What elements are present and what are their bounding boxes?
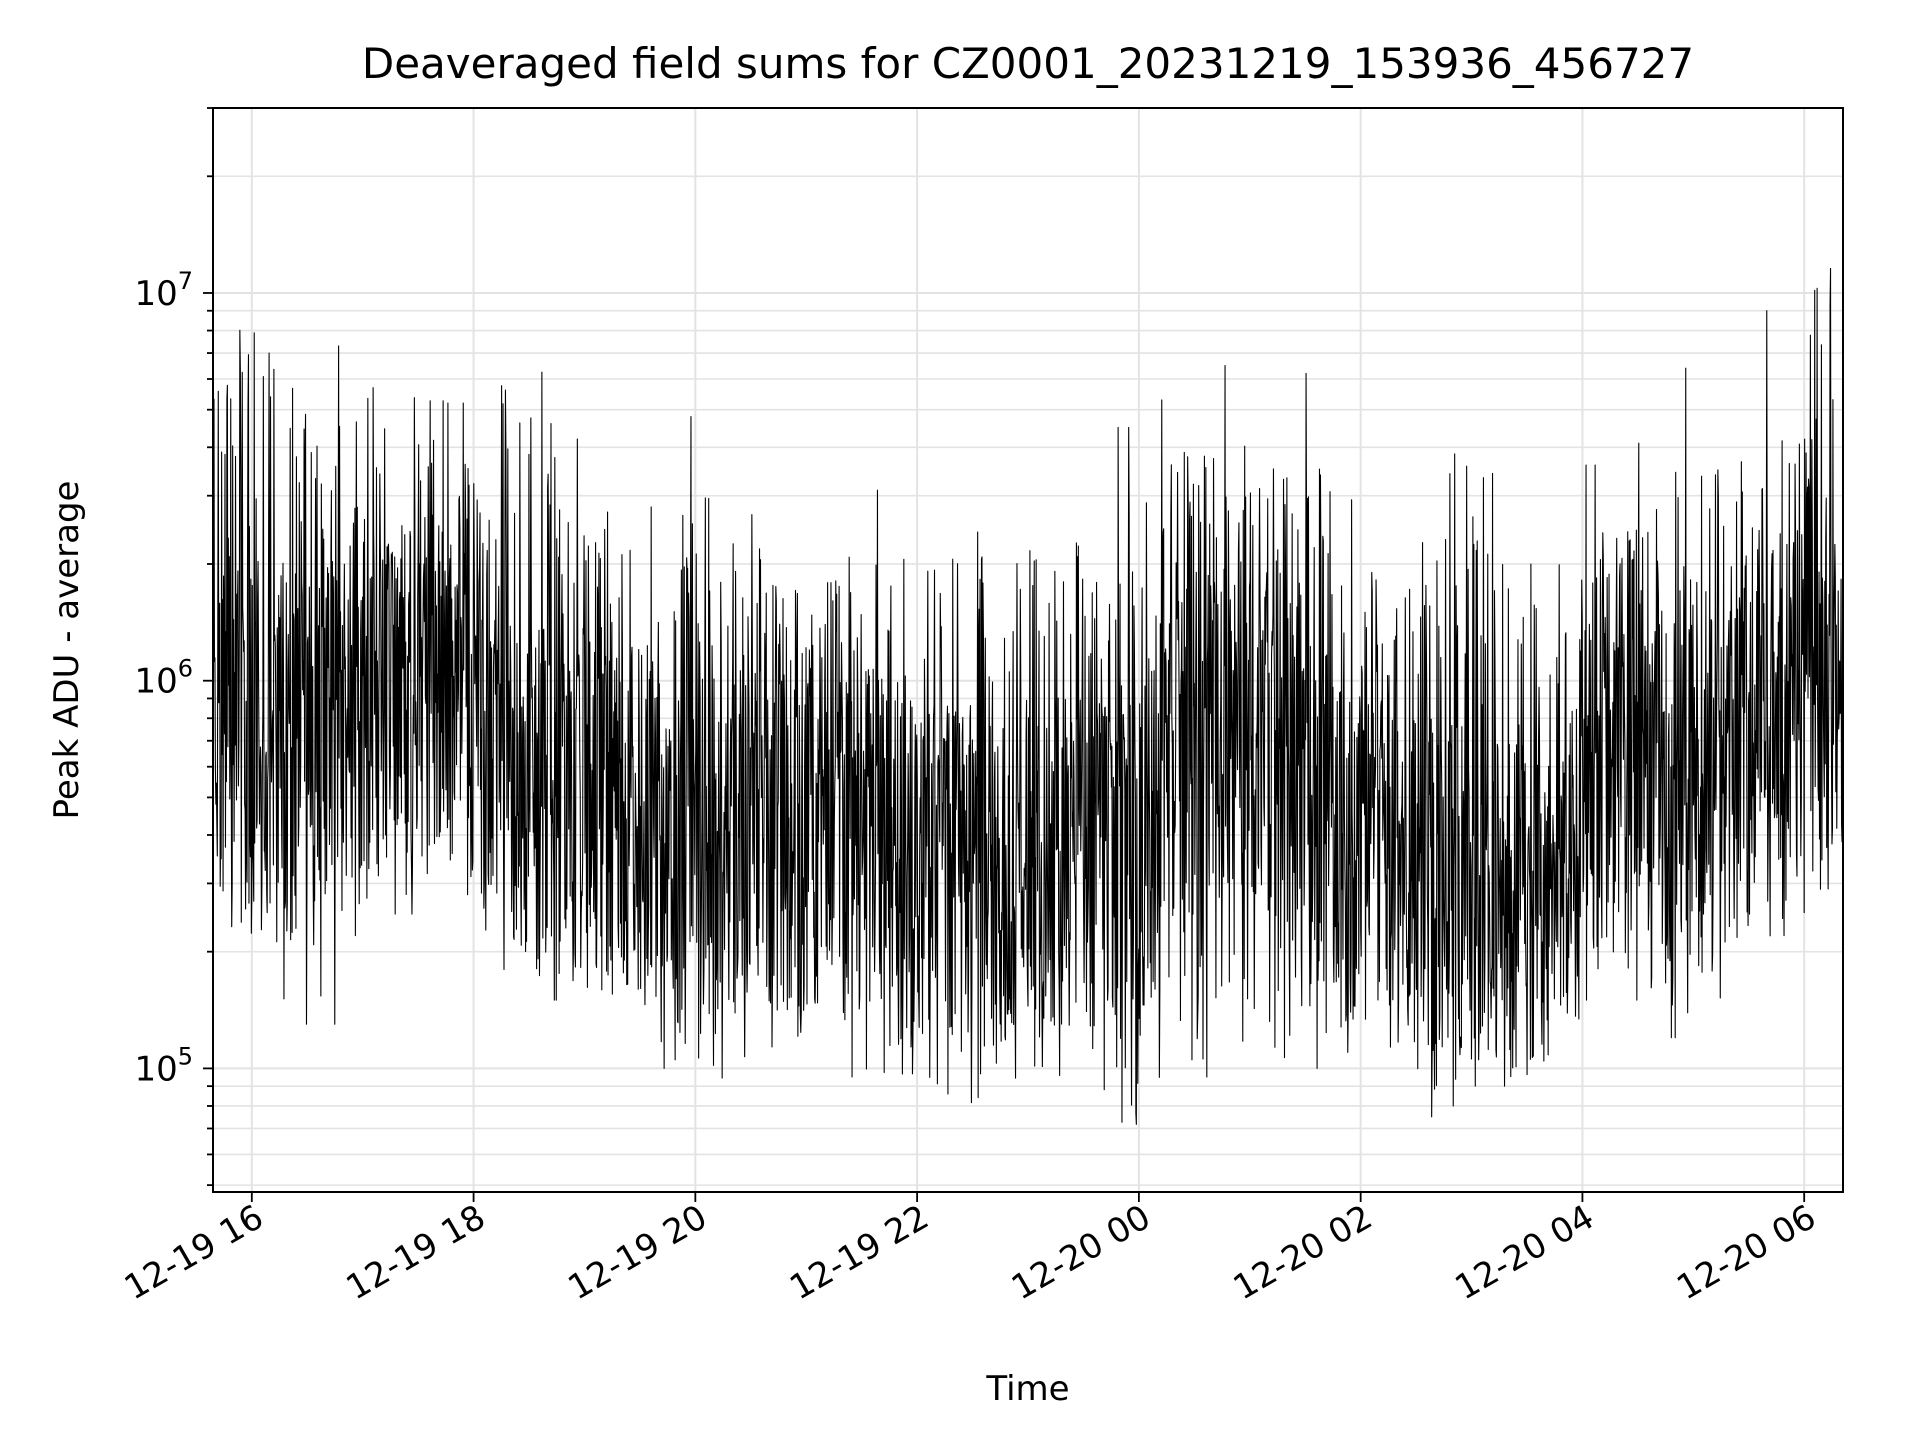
y-tick-label: 105 (134, 1042, 193, 1089)
y-tick-label: 106 (134, 655, 193, 702)
x-axis-label: Time (985, 1369, 1069, 1409)
y-tick-label: 107 (134, 267, 193, 314)
chart-title: Deaveraged field sums for CZ0001_2023121… (362, 39, 1694, 88)
y-tick-base: 10 (134, 1049, 177, 1089)
y-tick-base: 10 (134, 662, 177, 702)
y-tick-exponent: 5 (178, 1042, 193, 1070)
y-axis-label: Peak ADU - average (47, 481, 87, 820)
series-trace (212, 267, 1844, 1125)
y-tick-exponent: 6 (178, 655, 193, 683)
y-tick-exponent: 7 (178, 267, 193, 295)
plot-frame (212, 107, 1844, 1193)
series-line (212, 267, 1844, 1125)
y-tick-base: 10 (134, 274, 177, 314)
series-group (212, 267, 1844, 1125)
